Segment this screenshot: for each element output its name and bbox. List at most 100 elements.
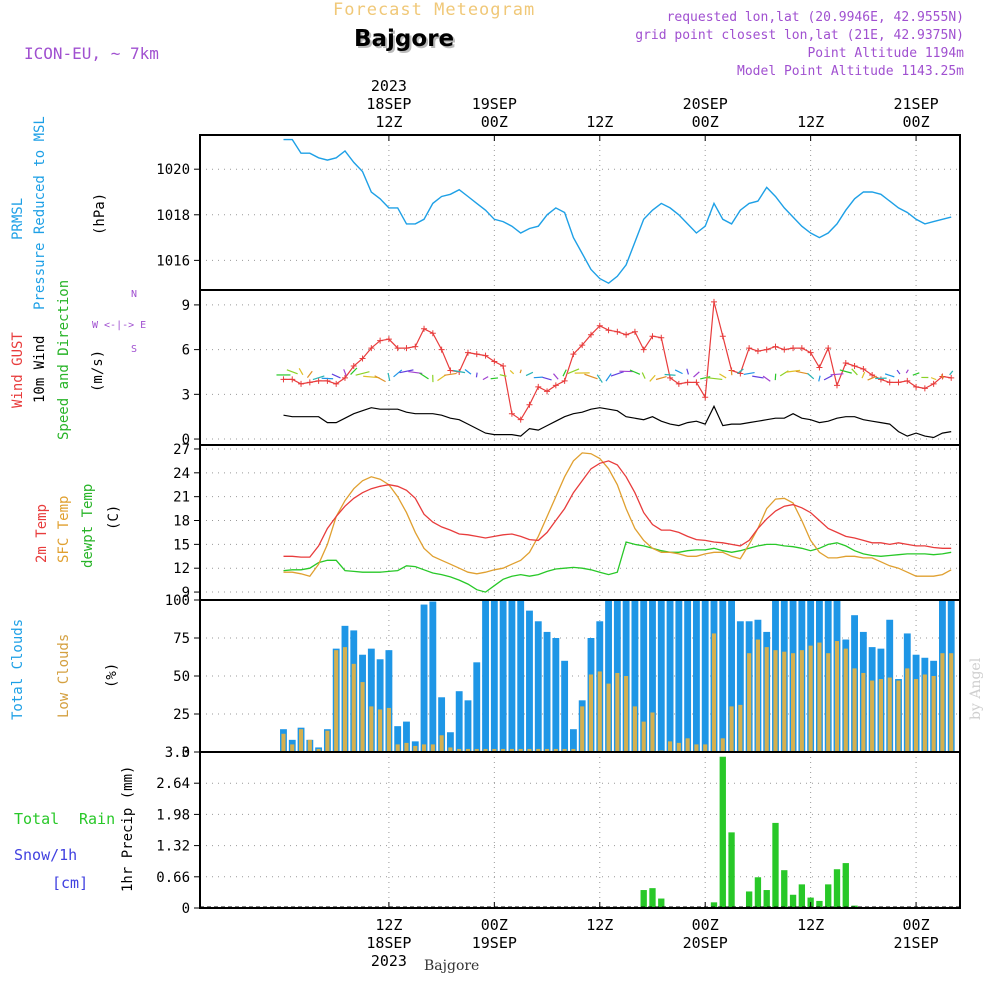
panel-frame bbox=[199, 289, 961, 446]
low-cloud-bar bbox=[307, 739, 312, 752]
wind-arrow bbox=[331, 373, 341, 379]
low-cloud-bar bbox=[404, 742, 409, 752]
low-cloud-bar bbox=[369, 706, 374, 752]
low-cloud-bar bbox=[290, 744, 295, 752]
low-cloud-bar bbox=[808, 645, 813, 752]
low-cloud-bar bbox=[738, 704, 743, 752]
y-tick-label: 6 bbox=[182, 343, 190, 359]
low-cloud-bar bbox=[694, 744, 699, 752]
y-tick-label: 21 bbox=[173, 490, 190, 506]
wind-arrow bbox=[605, 373, 612, 382]
gust-marker bbox=[280, 376, 287, 383]
wind-arrow bbox=[584, 373, 598, 380]
y-tick-label: 3.3 bbox=[165, 745, 190, 761]
low-cloud-bar bbox=[421, 744, 427, 752]
wind-arrow bbox=[719, 373, 727, 379]
low-cloud-bar bbox=[861, 672, 866, 752]
total-cloud-bar bbox=[728, 600, 735, 752]
gust-marker bbox=[368, 345, 375, 352]
gust-marker bbox=[570, 351, 577, 358]
low-cloud-bar bbox=[685, 738, 690, 752]
total-cloud-bar bbox=[420, 604, 428, 752]
gust-marker bbox=[579, 342, 586, 349]
wind-arrow bbox=[562, 369, 567, 377]
low-cloud-bar bbox=[922, 674, 927, 752]
gust-marker bbox=[825, 345, 832, 352]
total-cloud-bar bbox=[464, 700, 472, 752]
total-cloud-bar bbox=[517, 600, 525, 752]
gust-marker bbox=[552, 382, 559, 389]
total-cloud-bar bbox=[394, 726, 402, 752]
low-cloud-bar bbox=[747, 653, 752, 752]
total-cloud-bar bbox=[482, 600, 489, 752]
low-cloud-bar bbox=[536, 748, 541, 752]
wind-arrow bbox=[641, 372, 646, 379]
gust-line bbox=[283, 301, 952, 421]
gust-marker bbox=[807, 349, 814, 356]
gust-marker bbox=[587, 331, 594, 338]
gust-marker bbox=[702, 394, 709, 401]
wind-arrow bbox=[664, 373, 676, 376]
wind-arrow bbox=[533, 376, 543, 379]
gust-marker bbox=[948, 374, 955, 381]
wind-arrow bbox=[795, 370, 808, 375]
low-cloud-bar bbox=[527, 748, 532, 752]
rain-bar bbox=[781, 870, 788, 908]
gust-marker bbox=[403, 345, 410, 352]
low-cloud-bar bbox=[624, 676, 629, 752]
total-cloud-bar bbox=[543, 631, 551, 752]
low-cloud-bar bbox=[755, 639, 760, 752]
gust-marker bbox=[763, 346, 770, 353]
wind-arrow bbox=[867, 375, 877, 381]
footer-location: Bajgore bbox=[424, 958, 480, 974]
low-cloud-bar bbox=[580, 706, 585, 752]
total-cloud-bar bbox=[631, 600, 639, 752]
top-hour-label: 00Z bbox=[903, 113, 930, 131]
low-cloud-bar bbox=[650, 712, 655, 752]
gust-marker bbox=[895, 379, 902, 386]
rain-bar bbox=[640, 890, 647, 908]
low-cloud-bar bbox=[799, 650, 804, 752]
y-tick-label: 24 bbox=[173, 466, 190, 482]
dewpoint-line bbox=[283, 541, 952, 593]
gust-marker bbox=[350, 363, 357, 370]
low-cloud-bar bbox=[940, 653, 945, 752]
gust-marker bbox=[842, 360, 849, 367]
top-date-label: 18SEP bbox=[366, 95, 411, 113]
location-title: Bajgore bbox=[354, 26, 455, 52]
low-cloud-bar bbox=[711, 633, 717, 752]
wind-arrow bbox=[542, 376, 552, 381]
gust-marker bbox=[623, 331, 630, 338]
wind-arrow bbox=[655, 376, 667, 381]
wind-arrow bbox=[444, 372, 457, 376]
wind-arrow bbox=[823, 375, 833, 381]
panel-frame bbox=[199, 751, 961, 909]
low-cloud-bar bbox=[342, 647, 348, 752]
low-cloud-bar bbox=[553, 748, 558, 752]
gust-marker bbox=[298, 380, 305, 387]
low-cloud-bar bbox=[509, 748, 514, 752]
total-cloud-bar bbox=[508, 600, 516, 752]
top-date-label: 21SEP bbox=[893, 95, 938, 113]
grid-coords: grid point closest lon,lat (21E, 42.9375… bbox=[635, 28, 964, 43]
gust-marker bbox=[772, 343, 779, 350]
total-cloud-bar bbox=[455, 691, 463, 752]
wind-arrow bbox=[629, 369, 641, 375]
total-cloud-bar bbox=[569, 729, 577, 752]
bottom-hour-label: 12Z bbox=[797, 916, 824, 934]
t2m-line bbox=[283, 460, 952, 558]
low-cloud-bar bbox=[281, 733, 286, 752]
wind-arrow bbox=[884, 373, 895, 378]
wind-arrow bbox=[762, 375, 771, 382]
low-cloud-bar bbox=[597, 671, 602, 752]
wind-arrow bbox=[674, 369, 683, 375]
point-altitude: Point Altitude 1194m bbox=[807, 46, 964, 61]
rain-bar bbox=[719, 756, 726, 908]
rain-bar bbox=[658, 898, 665, 908]
wind-arrow bbox=[930, 377, 937, 381]
y-tick-label: 0 bbox=[182, 432, 190, 448]
low-cloud-bar bbox=[325, 730, 330, 752]
y-tick-label: 18 bbox=[173, 514, 190, 530]
gust-marker bbox=[421, 325, 428, 332]
